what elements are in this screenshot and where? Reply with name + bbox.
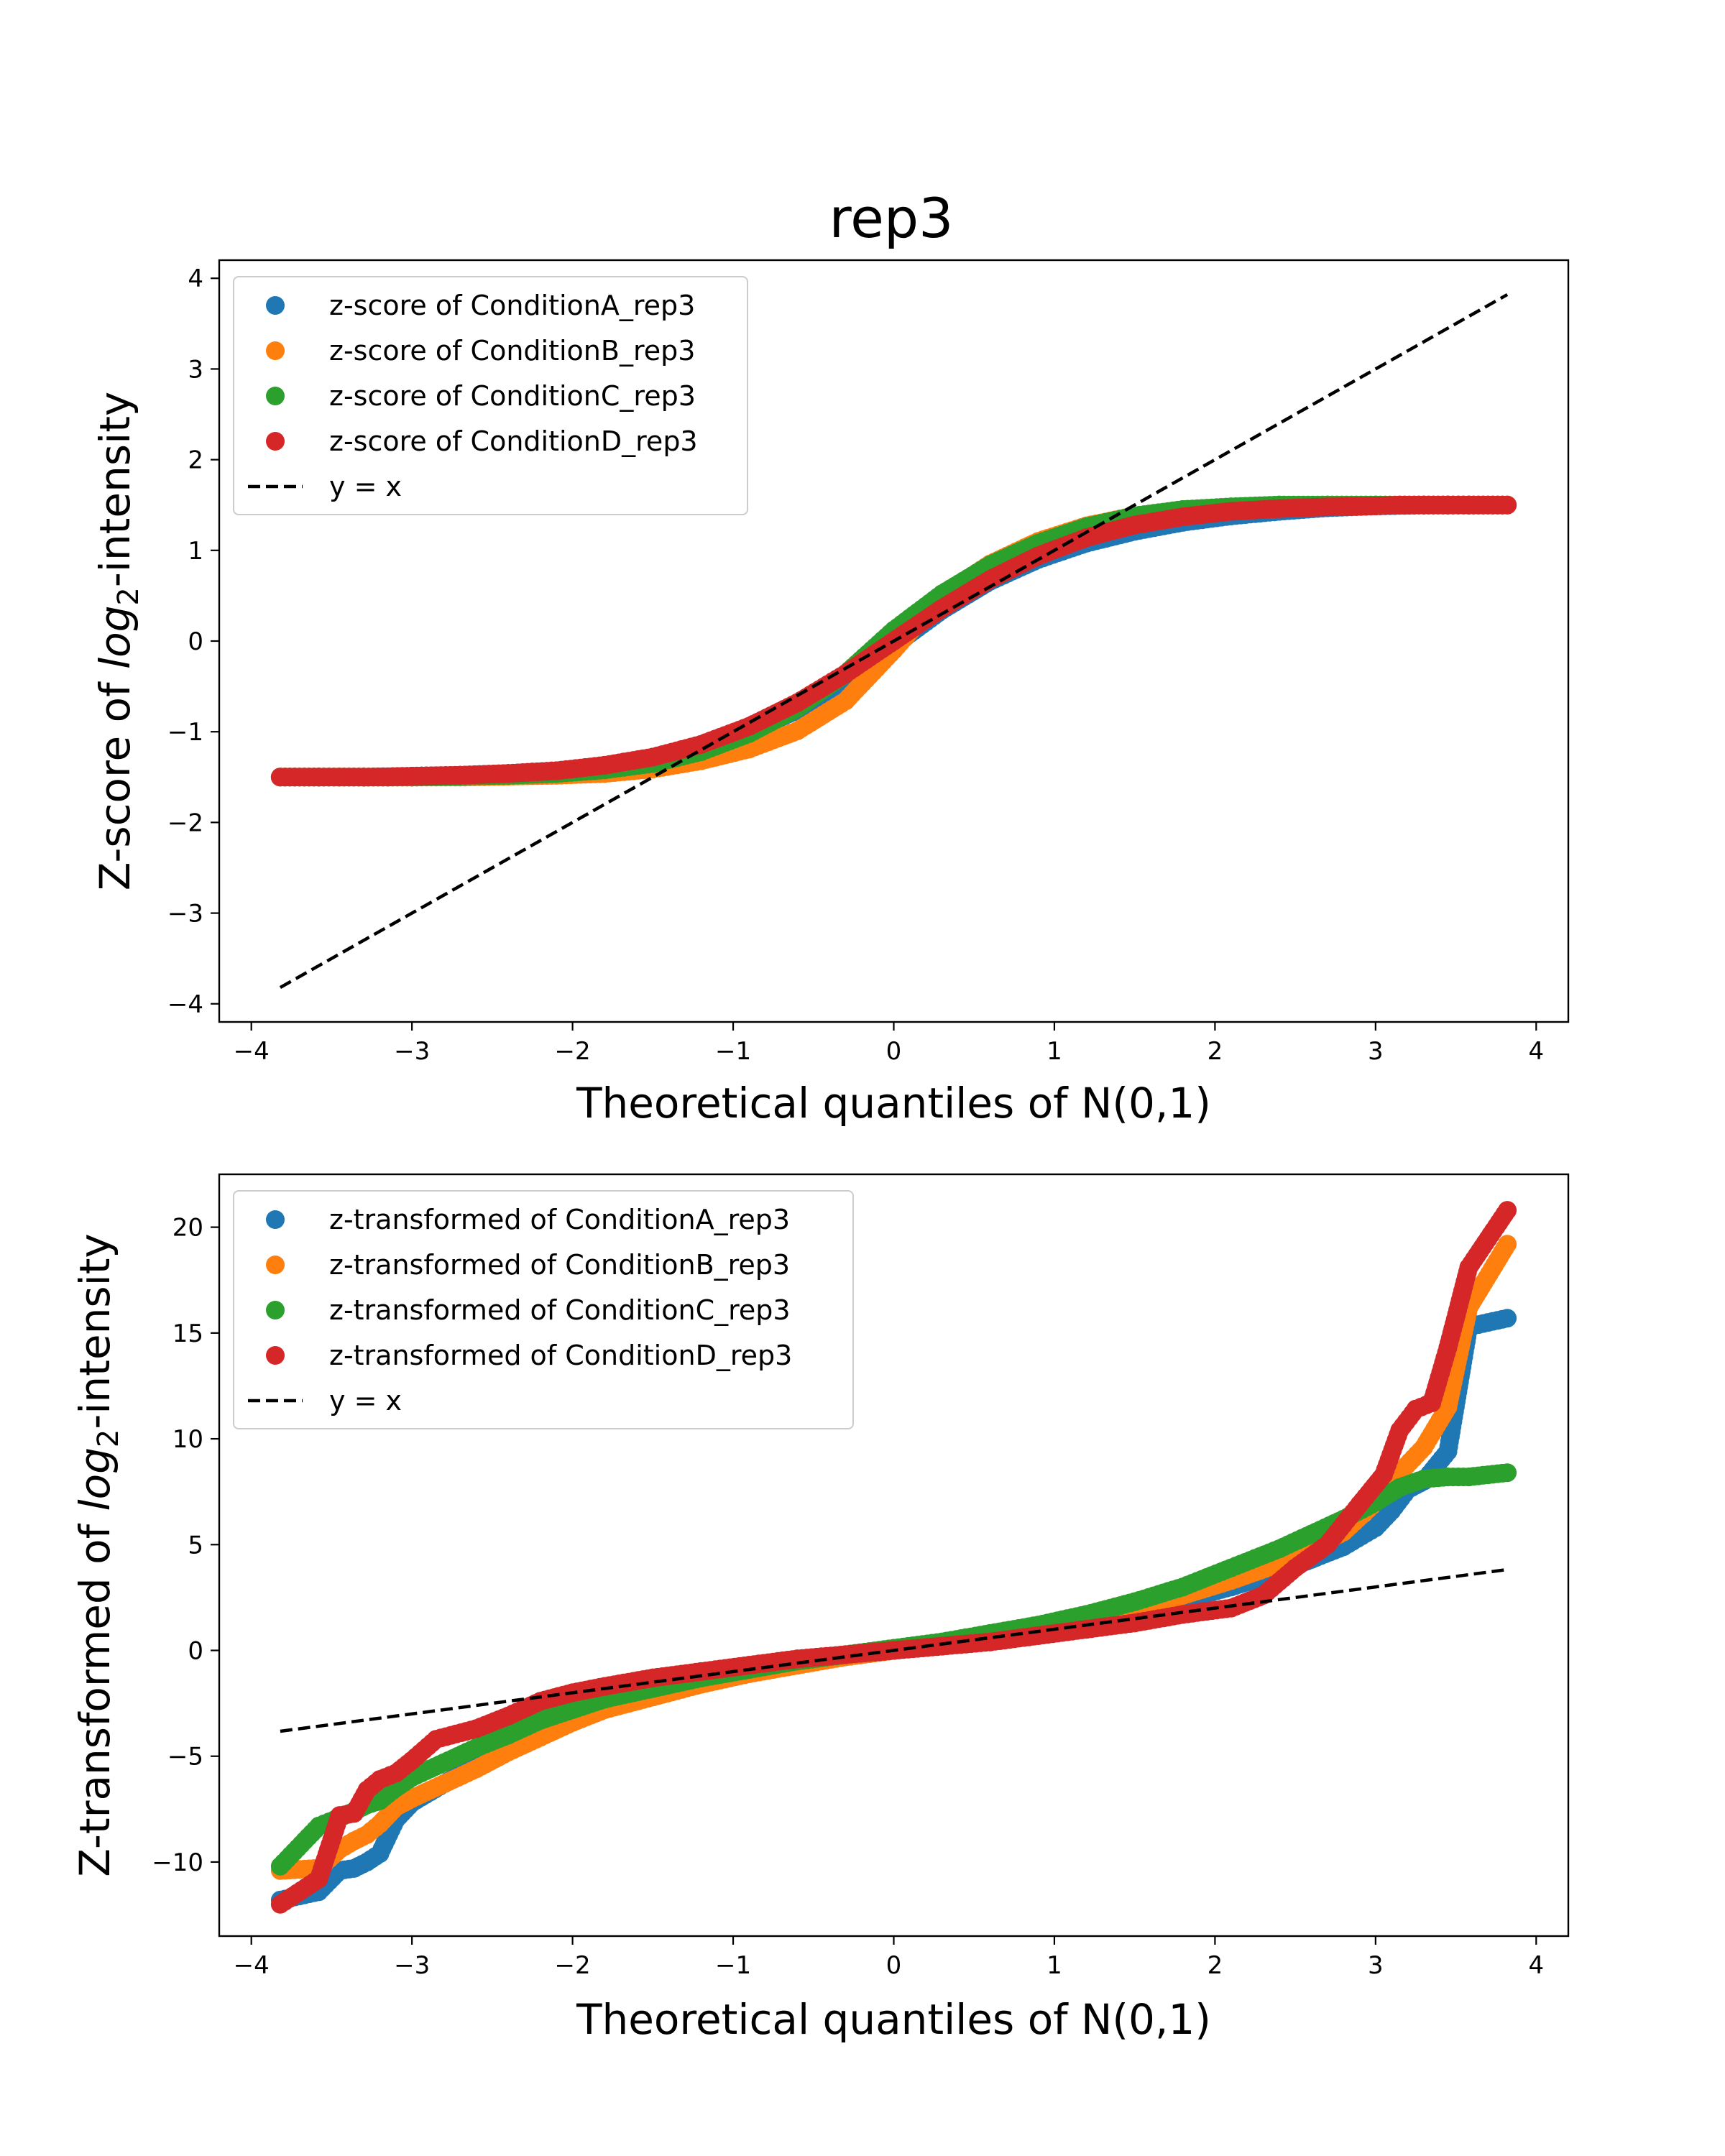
- top-x-tick-label: 3: [1368, 1037, 1384, 1066]
- top-x-tick-label: 1: [1046, 1037, 1062, 1066]
- bottom-legend-line-label: y = x: [329, 1385, 402, 1416]
- bottom-y-tick-label: −5: [167, 1743, 203, 1772]
- bottom-legend-marker: [266, 1346, 285, 1365]
- bottom-x-tick-label: −1: [715, 1951, 751, 1980]
- bottom-plot-area: [270, 1201, 1517, 1914]
- bottom-series-1-point: [1498, 1235, 1517, 1254]
- top-plot-area: [270, 292, 1517, 990]
- bottom-legend-label: z-transformed of ConditionD_rep3: [329, 1340, 792, 1371]
- bottom-legend-label: z-transformed of ConditionC_rep3: [329, 1294, 791, 1326]
- top-y-tick-label: −3: [167, 900, 203, 929]
- bottom-x-tick-label: −4: [234, 1951, 270, 1980]
- top-legend-marker: [266, 341, 285, 360]
- top-legend-label: z-score of ConditionC_rep3: [329, 380, 696, 412]
- bottom-y-tick-label: 5: [188, 1531, 203, 1560]
- top-legend-label: z-score of ConditionA_rep3: [329, 290, 695, 321]
- bottom-legend-marker: [266, 1210, 285, 1229]
- top-y-tick-label: 3: [188, 355, 203, 384]
- bottom-series-0-point: [1498, 1309, 1517, 1328]
- top-panel: −4 −3 −2 −1 0 1 2 3 4 −4 −3 −2 −1 0 1 2 3 4 Theoretical qu…: [91, 259, 1570, 1128]
- bottom-x-tick-label: 1: [1046, 1951, 1062, 1980]
- top-x-axis-label: Theoretical quantiles of N(0,1): [576, 1079, 1211, 1128]
- bottom-legend: z-transformed of ConditionA_rep3 z-transf…: [233, 1190, 854, 1429]
- top-x-tick-label: −4: [234, 1037, 270, 1066]
- top-legend-line-label: y = x: [329, 471, 402, 502]
- top-x-tick-label: −3: [394, 1037, 430, 1066]
- top-legend-marker: [266, 432, 285, 451]
- top-y-tick-label: 0: [188, 627, 203, 656]
- top-series-3-point: [1498, 495, 1517, 515]
- bottom-y-tick-label: 0: [188, 1637, 203, 1666]
- top-y-tick-label: −4: [167, 990, 203, 1019]
- bottom-x-tick-label: −3: [394, 1951, 430, 1980]
- top-y-tick-label: 1: [188, 537, 203, 566]
- bottom-x-axis-label: Theoretical quantiles of N(0,1): [576, 1995, 1211, 2044]
- top-legend-box: [233, 276, 748, 515]
- top-x-tick-label: −2: [555, 1037, 591, 1066]
- bottom-legend-label: z-transformed of ConditionA_rep3: [329, 1204, 790, 1235]
- top-legend-label: z-score of ConditionB_rep3: [329, 335, 695, 367]
- top-x-tick-label: −1: [715, 1037, 751, 1066]
- top-y-axis-label: Z-score of log2-intensity: [91, 392, 145, 891]
- top-reference-line: [279, 292, 1509, 990]
- bottom-y-axis-label: Z-transformed of log2-intensity: [70, 1233, 125, 1877]
- bottom-legend-label: z-transformed of ConditionB_rep3: [329, 1249, 790, 1281]
- top-x-tick-label: 2: [1208, 1037, 1223, 1066]
- top-series-3: [270, 495, 1517, 787]
- top-y-tick-label: 2: [188, 446, 203, 475]
- bottom-x-tick-label: −2: [555, 1951, 591, 1980]
- bottom-legend-box: [233, 1190, 854, 1429]
- bottom-x-tick-label: 2: [1208, 1951, 1223, 1980]
- bottom-series-3-point: [1498, 1201, 1517, 1220]
- bottom-legend-marker: [266, 1301, 285, 1319]
- top-x-tick-label: 4: [1528, 1037, 1544, 1066]
- bottom-series-2-point: [1498, 1463, 1517, 1483]
- top-legend-label: z-score of ConditionD_rep3: [329, 425, 698, 457]
- bottom-legend-marker: [266, 1256, 285, 1274]
- bottom-x-tick-label: 0: [886, 1951, 902, 1980]
- bottom-y-tick-label: 10: [172, 1425, 203, 1454]
- top-legend: z-score of ConditionA_rep3 z-score of Con…: [233, 276, 748, 515]
- bottom-x-tick-label: 3: [1368, 1951, 1384, 1980]
- top-y-tick-label: −2: [167, 808, 203, 837]
- top-legend-marker: [266, 387, 285, 405]
- bottom-y-tick-label: 15: [172, 1319, 203, 1348]
- top-y-tick-label: 4: [188, 264, 203, 293]
- bottom-y-tick-label: 20: [172, 1214, 203, 1243]
- top-y-tick-label: −1: [167, 718, 203, 747]
- top-legend-marker: [266, 296, 285, 315]
- figure-title: rep3: [829, 186, 954, 250]
- bottom-y-tick-label: −10: [152, 1848, 203, 1877]
- top-x-tick-label: 0: [886, 1037, 902, 1066]
- bottom-reference-line: [280, 1567, 1508, 1733]
- bottom-x-tick-label: 4: [1528, 1951, 1544, 1980]
